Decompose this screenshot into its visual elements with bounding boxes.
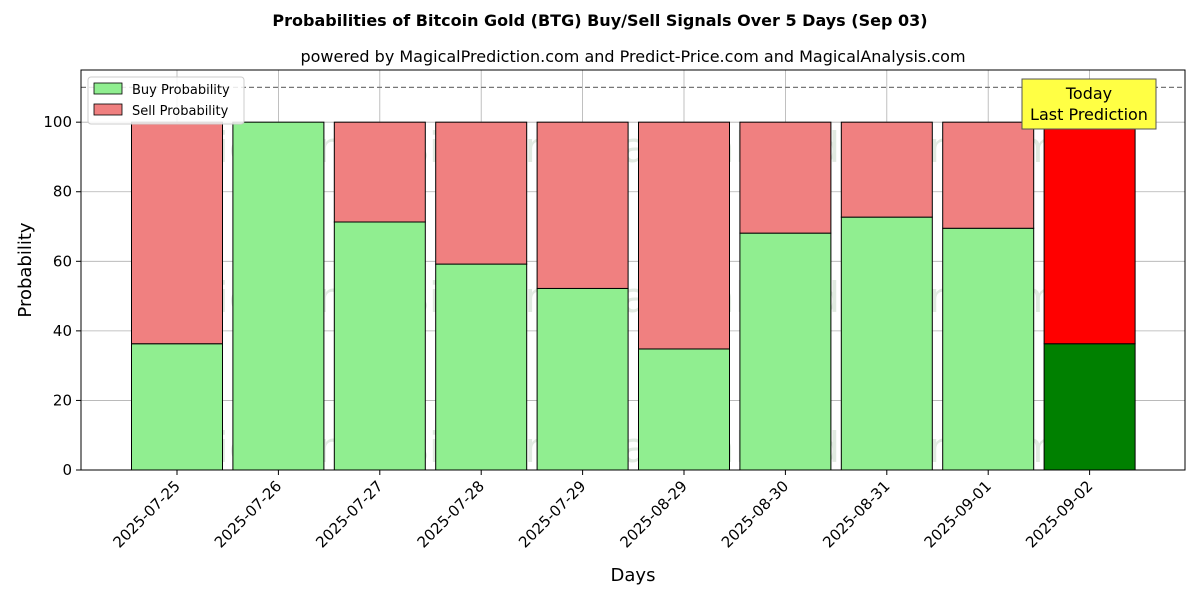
bar-sell-2025-07-27 [333, 121, 426, 223]
plot-frame [80, 69, 1186, 471]
bar-buy-2025-08-31 [840, 216, 933, 471]
today-annotation: Today Last Prediction [1021, 78, 1157, 130]
bar-buy-2025-08-30 [739, 232, 832, 471]
x-tick-label: 2025-07-25 [109, 477, 183, 551]
annotation-today: Today [1065, 84, 1112, 103]
bar-buy-2025-08-29 [638, 348, 730, 471]
bar-sell-2025-07-29 [536, 121, 629, 289]
y-tick-label: 20 [53, 391, 72, 409]
y-tick-label: 40 [53, 322, 72, 340]
legend: Buy Probability Sell Probability [87, 76, 245, 125]
legend-buy-label: Buy Probability [132, 83, 230, 98]
y-tick-label: 0 [62, 461, 72, 479]
bar-buy-2025-07-26 [232, 121, 325, 471]
x-tick-label: 2025-08-29 [616, 477, 690, 551]
y-axis-ticks: 0 20 40 60 80 100 [43, 113, 81, 479]
bar-sell-2025-08-29 [638, 121, 730, 350]
legend-sell-label: Sell Probability [132, 104, 229, 119]
legend-sell-swatch [93, 103, 123, 116]
x-tick-label: 2025-07-27 [312, 477, 386, 551]
bar-buy-2025-07-25 [131, 343, 223, 471]
x-axis-ticks: 2025-07-25 2025-07-26 2025-07-27 2025-07-28… [109, 470, 1096, 551]
bar-sell-2025-07-25 [131, 121, 223, 345]
bar-buy-2025-07-27 [333, 221, 426, 471]
bars-layer [131, 121, 1136, 471]
chart-subtitle: powered by MagicalPrediction.com and Pre… [300, 47, 965, 66]
bar-buy-2025-07-28 [435, 263, 528, 471]
x-tick-label: 2025-07-29 [515, 477, 589, 551]
bar-sell-2025-09-01 [942, 121, 1035, 229]
x-axis-label: Days [611, 565, 656, 586]
bar-sell-2025-08-30 [739, 121, 832, 234]
x-tick-label: 2025-09-01 [921, 477, 995, 551]
annotation-box [1021, 78, 1157, 130]
chart-title: Probabilities of Bitcoin Gold (BTG) Buy/… [272, 11, 927, 30]
legend-frame [87, 76, 245, 125]
x-tick-label: 2025-07-28 [414, 477, 488, 551]
legend-buy-swatch [93, 82, 123, 95]
x-tick-label: 2025-07-26 [211, 477, 285, 551]
y-tick-label: 100 [43, 113, 72, 131]
bar-sell-2025-08-31 [840, 121, 933, 218]
x-tick-label: 2025-08-30 [718, 477, 792, 551]
x-tick-label: 2025-08-31 [819, 477, 893, 551]
annotation-last-prediction: Last Prediction [1030, 105, 1148, 124]
y-tick-label: 60 [53, 252, 72, 270]
y-axis-label: Probability [15, 222, 36, 317]
bar-sell-2025-07-28 [435, 121, 528, 265]
bar-buy-2025-07-29 [536, 287, 629, 471]
bar-buy-2025-09-01 [942, 227, 1035, 471]
bar-buy-2025-09-02 [1043, 343, 1136, 471]
y-tick-label: 80 [53, 183, 72, 201]
bar-sell-2025-09-02 [1043, 121, 1136, 345]
x-tick-label: 2025-09-02 [1022, 477, 1096, 551]
